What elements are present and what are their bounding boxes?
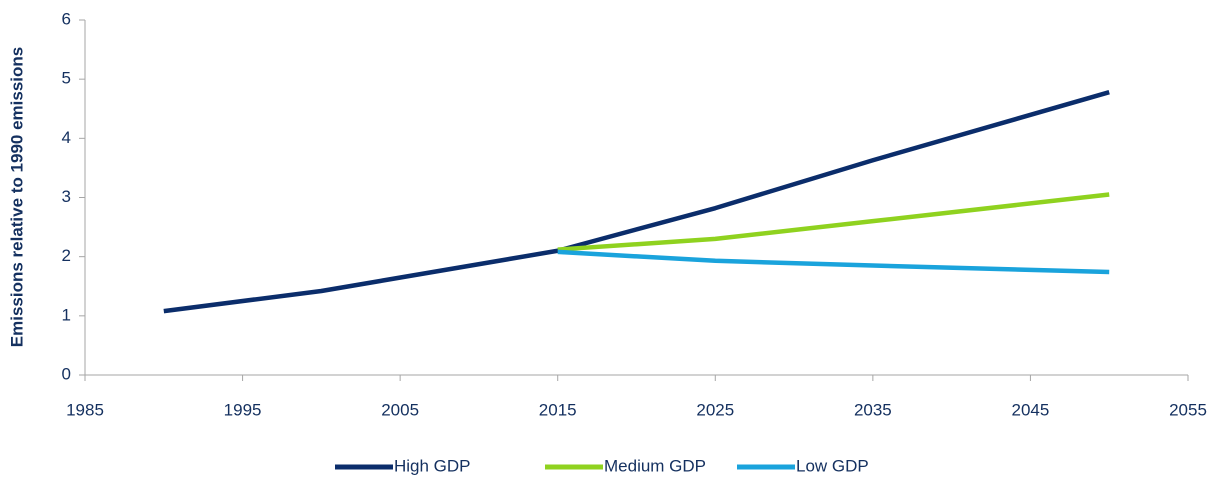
y-tick-label: 0	[62, 364, 71, 383]
y-tick-label: 2	[62, 246, 71, 265]
x-tick-label: 1995	[224, 400, 262, 419]
line	[557, 192, 1110, 252]
y-tick-label: 6	[62, 9, 71, 28]
y-tick-label: 5	[62, 69, 71, 88]
y-tick-label: 4	[62, 128, 71, 147]
x-tick-label: 1985	[66, 400, 104, 419]
legend-label: Medium GDP	[604, 456, 706, 475]
x-tick-label: 2025	[696, 400, 734, 419]
y-tick-label: 1	[62, 305, 71, 324]
y-tick-label: 3	[62, 187, 71, 206]
y-axis-label: Emissions relative to 1990 emissions	[7, 47, 26, 347]
x-tick-label: 2035	[854, 400, 892, 419]
x-tick-label: 2045	[1012, 400, 1050, 419]
legend-label: Low GDP	[796, 456, 869, 475]
x-tick-label: 2015	[539, 400, 577, 419]
x-tick-label: 2055	[1169, 400, 1207, 419]
line	[557, 249, 1110, 275]
line	[163, 90, 1110, 314]
x-tick-label: 2005	[381, 400, 419, 419]
legend-label: High GDP	[394, 456, 471, 475]
